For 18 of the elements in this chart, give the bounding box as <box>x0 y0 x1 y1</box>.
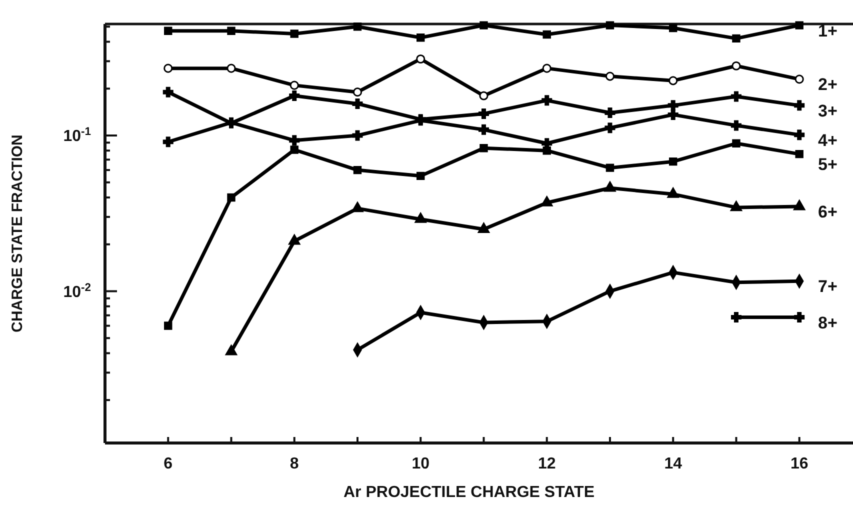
x-tick-label: 12 <box>538 455 556 472</box>
x-axis-title: Ar PROJECTILE CHARGE STATE <box>344 484 595 501</box>
series-label: 6+ <box>818 202 838 222</box>
y-tick-label: 10$^{-2}$ <box>63 282 91 301</box>
series-label: 1+ <box>818 21 838 40</box>
series-label: 7+ <box>818 277 838 296</box>
x-tick-label: 8 <box>290 455 299 472</box>
series-label: 5+ <box>818 154 838 174</box>
x-tick-label: 16 <box>790 455 808 472</box>
x-tick-label: 14 <box>664 455 682 472</box>
y-axis-title: CHARGE STATE FRACTION <box>9 134 26 332</box>
series-label: 3+ <box>818 101 838 120</box>
x-tick-label: 6 <box>164 455 173 472</box>
x-tick-label: 10 <box>412 455 430 472</box>
series-label: 8+ <box>818 313 838 332</box>
series-label: 4+ <box>818 130 838 150</box>
series-label: 2+ <box>818 75 838 94</box>
y-tick-label: 10$^{-1}$ <box>63 126 91 146</box>
